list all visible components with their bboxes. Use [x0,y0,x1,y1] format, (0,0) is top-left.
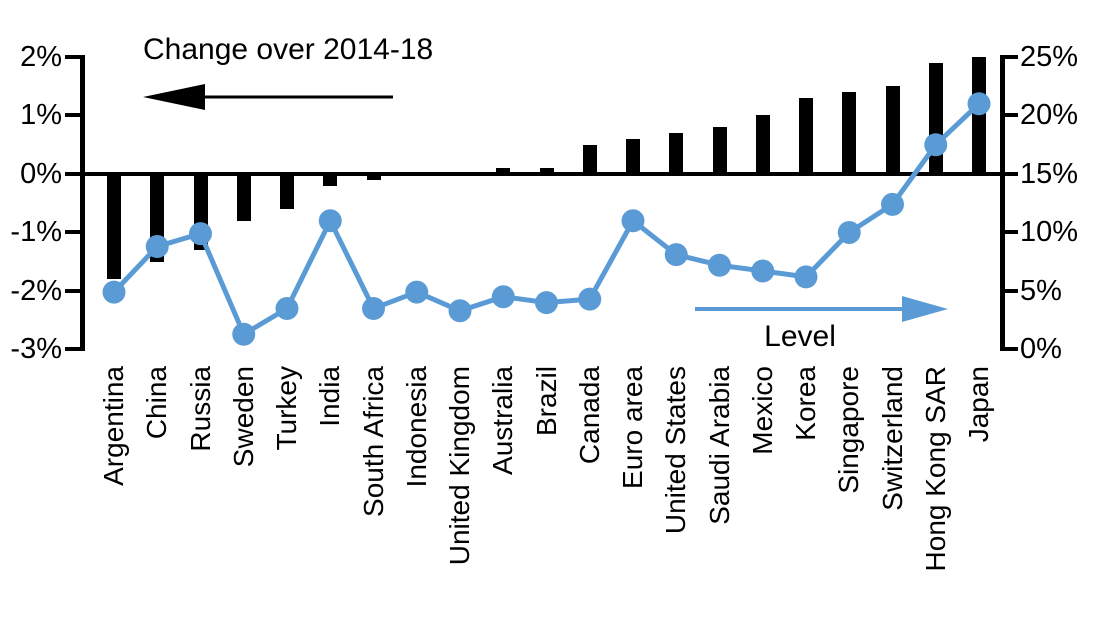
bar-change [972,57,986,174]
y-axis-right [1000,55,1005,352]
y-axis-left [80,55,85,352]
level-dot [924,133,948,157]
level-dot [405,280,429,304]
y-axis-label-left: -2% [10,274,62,307]
y-axis-left-tick [65,347,80,352]
bar-change [755,115,770,174]
y-axis-label-right: 15% [1020,157,1079,190]
bar-change [712,127,727,174]
y-axis-left-tick [65,55,80,59]
bar-change [280,173,294,210]
bar-change [842,92,857,174]
level-dot [275,296,299,320]
bar-change [539,168,554,174]
y-axis-right-tick [1005,113,1018,118]
level-dot [102,280,126,304]
level-dot [535,291,558,315]
level-dot [664,243,688,267]
bar-change [236,173,251,221]
y-axis-label-right: 20% [1020,99,1079,132]
bar-change [799,97,813,174]
level-dot [708,253,731,277]
y-axis-label-right: 5% [1020,274,1062,307]
level-dot [837,220,861,244]
level-dot [751,259,775,283]
y-axis-label-left: 0% [20,157,62,190]
y-axis-label-right: 25% [1020,41,1079,73]
y-axis-label-left: 1% [20,99,62,132]
level-dot [578,287,602,311]
bar-change [669,133,684,174]
y-axis-label-right: 0% [1020,333,1062,366]
level-dot [881,192,904,216]
y-axis-left-tick [65,171,80,176]
y-axis-label-left: 2% [20,41,62,73]
level-dot [362,296,385,320]
level-dot [491,285,515,309]
bar-change [885,86,900,174]
level-dot [232,322,256,346]
y-axis-label-right: 10% [1020,216,1079,249]
level-series-label: Level [764,320,836,353]
level-dot [448,299,472,323]
y-axis-right-tick [1005,347,1018,352]
bar-change [496,168,511,174]
y-axis-left-tick [65,230,80,235]
level-dot [318,209,342,233]
y-axis-label-left: -3% [10,333,62,366]
bar-change [323,173,338,186]
y-axis-right-tick [1005,288,1018,293]
y-axis-right-tick [1005,55,1018,59]
bar-change [582,144,597,174]
bar-change [626,138,640,174]
y-axis-left-tick [65,113,80,118]
level-dot [967,92,991,116]
bar-change [107,173,121,280]
bar-change [366,173,381,180]
level-dot [621,209,645,233]
y-axis-label-left: -1% [10,216,62,249]
zero-line [85,171,1013,176]
level-dot [794,265,818,289]
level-dot [145,234,169,258]
y-axis-right-tick [1005,171,1018,176]
y-axis-right-tick [1005,230,1018,235]
y-axis-left-tick [65,288,80,293]
level-dot [189,222,212,246]
change-series-label: Change over 2014-18 [143,33,434,66]
